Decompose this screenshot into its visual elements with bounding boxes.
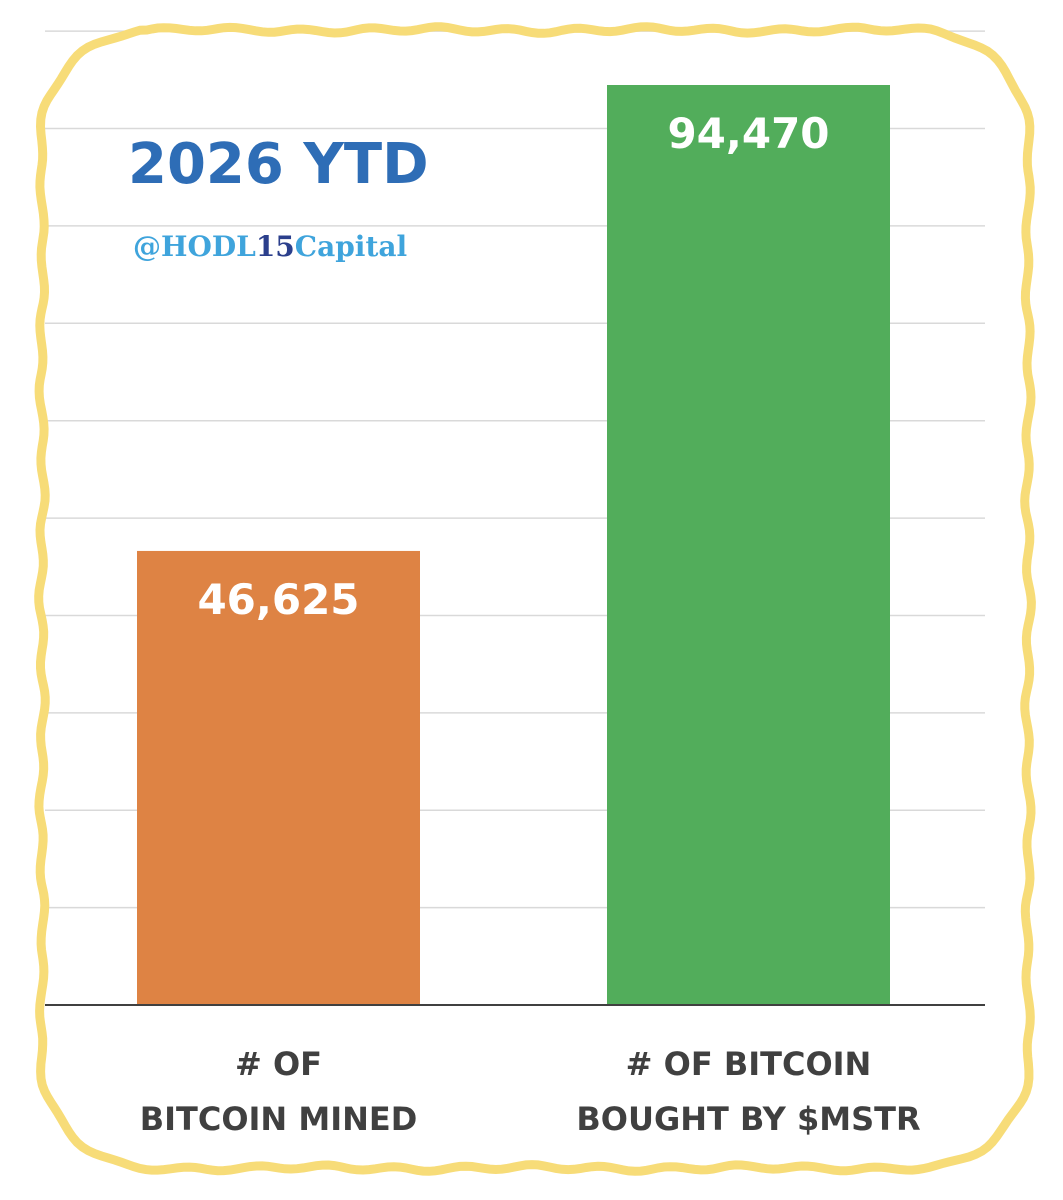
chart-subtitle-handle: @HODL15Capital <box>133 230 407 263</box>
value-labels: 46,625 94,470 <box>197 109 829 624</box>
category-label-2-line-2: BOUGHT BY $MSTR <box>576 1100 920 1138</box>
subtitle-part-3: Capital <box>295 230 407 263</box>
category-label-2-line-1: # OF BITCOIN <box>626 1045 872 1083</box>
category-labels: # OF BITCOIN MINED # OF BITCOIN BOUGHT BY $… <box>140 1045 921 1138</box>
subtitle-part-1: @HODL <box>133 230 256 263</box>
chart-title: 2026 YTD <box>128 132 429 197</box>
data-label-1: 46,625 <box>197 575 359 624</box>
category-label-1-line-2: BITCOIN MINED <box>140 1100 418 1138</box>
data-label-2: 94,470 <box>667 109 829 158</box>
bar-1 <box>137 550 420 1005</box>
category-label-1-line-1: # OF <box>235 1045 322 1083</box>
bars <box>137 85 890 1005</box>
bar-2 <box>607 85 890 1005</box>
wavy-frame-border <box>34 22 1036 1176</box>
subtitle-part-2: 15 <box>256 230 295 263</box>
